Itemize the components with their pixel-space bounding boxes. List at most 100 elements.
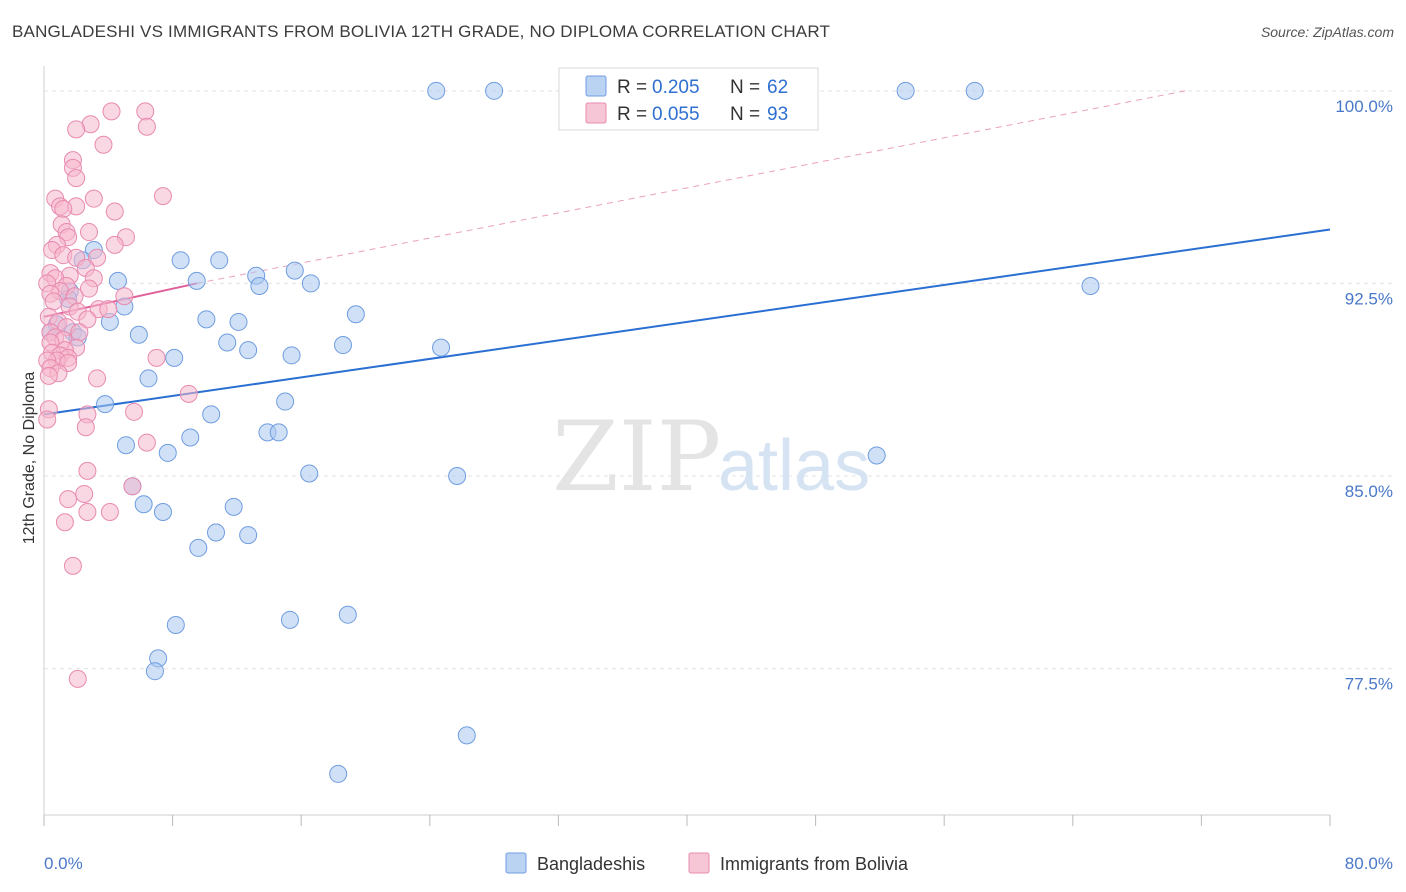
point-bangladeshi (280, 610, 299, 629)
y-tick-label: 100.0% (1335, 97, 1393, 116)
point-bangladeshi (448, 467, 467, 486)
legend-swatch-bangladeshis (585, 75, 607, 97)
point-bangladeshi (218, 333, 237, 352)
series-swatch-bolivia (688, 852, 710, 874)
point-bolivia (76, 418, 95, 437)
point-bolivia (115, 287, 134, 306)
y-tick-label: 85.0% (1345, 482, 1393, 501)
legend-n-value: 62 (767, 77, 788, 98)
point-bangladeshi (301, 274, 320, 293)
series-label-bangladeshis: Bangladeshis (537, 854, 645, 874)
legend-box: R = 0.205 N = 62 R = 0.055 N = 93 (558, 67, 819, 131)
point-bolivia (153, 187, 172, 206)
x-tick-label-max: 80.0% (1345, 854, 1393, 873)
chart-title: BANGLADESHI VS IMMIGRANTS FROM BOLIVIA 1… (12, 22, 831, 41)
trend-lines (43, 90, 1331, 416)
legend-r-value: 0.055 (652, 104, 700, 125)
point-bangladeshi (285, 261, 304, 280)
point-bolivia (67, 169, 86, 188)
point-bolivia (59, 490, 78, 509)
point-bangladeshi (427, 81, 446, 100)
point-bolivia (137, 433, 156, 452)
source-label: Source: ZipAtlas.com (1260, 24, 1394, 40)
point-bangladeshi (338, 605, 357, 624)
legend-r-value: 0.205 (652, 77, 700, 98)
axes (43, 66, 1331, 826)
grid (44, 90, 1392, 670)
trend-line-ext-bolivia (196, 90, 1186, 284)
point-bolivia (125, 402, 144, 421)
point-bangladeshi (210, 251, 229, 270)
point-bangladeshi (165, 348, 184, 367)
point-bolivia (102, 102, 121, 121)
point-bolivia (137, 117, 156, 136)
watermark-zip: ZIP (552, 401, 721, 513)
point-bolivia (67, 120, 86, 139)
point-bolivia (80, 223, 99, 242)
point-bolivia (84, 189, 103, 208)
point-bangladeshi (134, 495, 153, 514)
point-bolivia (99, 300, 118, 319)
point-bolivia (55, 513, 74, 532)
point-bangladeshi (239, 526, 258, 545)
point-bolivia (105, 235, 124, 254)
point-bangladeshi (145, 662, 164, 681)
point-bolivia (39, 366, 58, 385)
point-bolivia (100, 502, 119, 521)
point-bangladeshi (108, 271, 127, 290)
point-bangladeshi (171, 251, 190, 270)
point-bolivia (94, 135, 113, 154)
point-bangladeshi (1081, 276, 1100, 295)
watermark-atlas: atlas (718, 426, 870, 506)
series-label-bolivia: Immigrants from Bolivia (720, 854, 909, 874)
point-bolivia (88, 248, 107, 267)
point-bangladeshi (965, 81, 984, 100)
point-bangladeshi (224, 497, 243, 516)
point-bolivia (105, 202, 124, 221)
x-tick-label-min: 0.0% (44, 854, 83, 873)
y-tick-label: 92.5% (1345, 289, 1393, 308)
point-bangladeshi (197, 310, 216, 329)
point-bangladeshi (333, 336, 352, 355)
point-bolivia (63, 556, 82, 575)
watermark: ZIP atlas (552, 401, 870, 513)
data-points (38, 81, 1100, 783)
point-bolivia (70, 323, 89, 342)
legend-r-label: R = (617, 104, 647, 125)
point-bolivia (75, 484, 94, 503)
point-bolivia (147, 348, 166, 367)
axis-labels: 77.5% 85.0% 92.5% 100.0% 0.0% 80.0% 12th Grade… (21, 97, 1393, 873)
legend-n-label: N = (730, 104, 760, 125)
legend-swatch-bolivia (585, 102, 607, 124)
point-bolivia (78, 310, 97, 329)
legend-r-label: R = (617, 77, 647, 98)
point-bangladeshi (187, 271, 206, 290)
trend-line-bangladeshi (43, 228, 1331, 416)
point-bangladeshi (166, 615, 185, 634)
point-bangladeshi (116, 436, 135, 455)
point-bangladeshi (189, 538, 208, 557)
point-bangladeshi (269, 423, 288, 442)
point-bangladeshi (96, 395, 115, 414)
series-swatch-bangladeshis (505, 852, 527, 874)
point-bangladeshi (207, 523, 226, 542)
y-axis-title: 12th Grade, No Diploma (21, 372, 38, 545)
point-bolivia (123, 477, 142, 496)
point-bolivia (38, 410, 57, 429)
point-bangladeshi (457, 726, 476, 745)
point-bangladeshi (139, 369, 158, 388)
point-bangladeshi (158, 443, 177, 462)
point-bangladeshi (300, 464, 319, 483)
point-bolivia (78, 502, 97, 521)
point-bangladeshi (250, 276, 269, 295)
point-bolivia (179, 384, 198, 403)
point-bolivia (54, 199, 73, 218)
point-bolivia (88, 369, 107, 388)
point-bolivia (78, 461, 97, 480)
point-bangladeshi (239, 341, 258, 360)
point-bangladeshi (129, 325, 148, 344)
point-bangladeshi (432, 338, 451, 357)
point-bolivia (136, 102, 155, 121)
point-bangladeshi (153, 502, 172, 521)
